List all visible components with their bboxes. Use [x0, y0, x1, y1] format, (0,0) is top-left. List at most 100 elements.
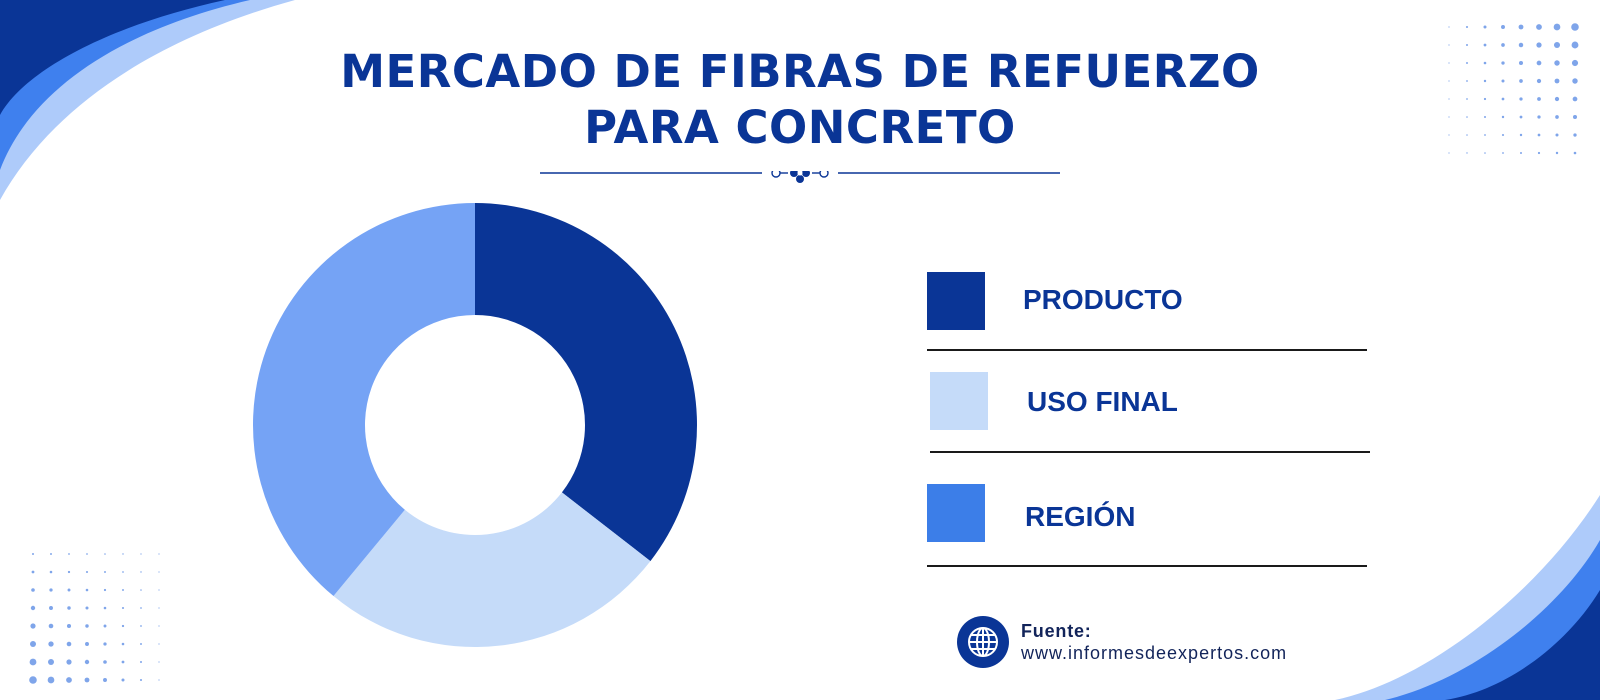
decor-dot — [1466, 134, 1468, 136]
decor-dot — [1484, 152, 1486, 154]
decor-dot — [29, 676, 37, 684]
decor-dot — [1501, 79, 1505, 83]
decor-dot — [1518, 42, 1524, 48]
decor-dot — [67, 606, 71, 610]
decor-dot — [1501, 133, 1505, 137]
decor-dot — [1537, 97, 1541, 101]
decor-dot — [1555, 133, 1559, 137]
decor-dot — [85, 570, 89, 574]
decor-dot — [104, 553, 106, 555]
decor-dot — [1555, 151, 1559, 155]
decor-dot — [140, 589, 142, 591]
decor-dot — [140, 661, 142, 663]
decor-dot — [122, 553, 124, 555]
donut-slice-uso-final — [333, 492, 651, 647]
decor-dot — [1448, 152, 1450, 154]
decor-dot — [1465, 25, 1469, 29]
legend-swatch-region — [927, 484, 985, 542]
decor-dot — [1572, 114, 1578, 120]
legend-divider — [930, 451, 1370, 453]
decor-dot — [1466, 62, 1468, 64]
decor-dot — [158, 625, 160, 627]
decor-dot — [29, 658, 37, 666]
decor-dot — [140, 553, 142, 555]
decor-dot — [48, 641, 54, 647]
legend-label-producto: PRODUCTO — [1023, 284, 1183, 315]
decor-dot — [31, 588, 35, 592]
decor-dot — [1571, 59, 1579, 67]
decor-dot — [85, 606, 89, 610]
decor-dot — [1518, 24, 1524, 30]
decor-dot — [49, 570, 53, 574]
decor-dot — [1518, 60, 1524, 66]
decor-dot — [1519, 97, 1523, 101]
decor-dot — [121, 642, 125, 646]
decor-dot — [1573, 133, 1577, 137]
decor-dot — [158, 553, 160, 555]
decor-dot — [104, 571, 106, 573]
decor-dot — [158, 589, 160, 591]
source-url: www.informesdeexpertos.com — [1021, 643, 1288, 663]
decor-dot — [1536, 24, 1542, 30]
decor-dot — [67, 570, 71, 574]
decor-dot — [140, 625, 142, 627]
decor-dot — [1466, 80, 1468, 82]
chart-title-line-1: MERCADO DE FIBRAS DE REFUERZO — [340, 45, 1260, 98]
decor-dot — [103, 588, 107, 592]
decor-dot — [66, 677, 72, 683]
globe-icon — [957, 616, 1009, 668]
decor-dot — [48, 623, 54, 629]
decor-dot — [158, 679, 160, 681]
decor-dot — [49, 606, 53, 610]
decor-dot — [1553, 23, 1561, 31]
decor-dot — [1537, 133, 1541, 137]
legend-divider — [927, 565, 1367, 567]
decor-dot — [1448, 26, 1450, 28]
decor-dot — [158, 607, 160, 609]
decor-dot — [1572, 96, 1578, 102]
decor-dot — [1571, 23, 1579, 31]
decor-dot — [1519, 133, 1523, 137]
donut-chart — [253, 203, 697, 647]
decor-dot — [1484, 134, 1486, 136]
decor-dot — [1536, 60, 1542, 66]
decor-dot — [121, 624, 125, 628]
decor-dot — [103, 606, 107, 610]
decor-dot — [1501, 97, 1505, 101]
title-divider-ornament — [540, 171, 1060, 183]
decor-dot — [1573, 151, 1577, 155]
decor-dot — [32, 553, 34, 555]
source-label: Fuente: — [1021, 621, 1092, 641]
decor-dot — [1483, 61, 1487, 65]
decor-dot — [1555, 115, 1559, 119]
legend-swatch-uso-final — [930, 372, 988, 430]
decor-dot — [1519, 115, 1523, 119]
decor-dot — [68, 553, 70, 555]
decor-dot — [49, 588, 53, 592]
decor-dot — [50, 553, 52, 555]
top-left-swoosh-dark — [0, 0, 225, 115]
chart-title-line-2: PARA CONCRETO — [584, 101, 1016, 154]
decor-dot — [122, 589, 124, 591]
decor-dot — [122, 571, 124, 573]
decor-dot — [30, 605, 36, 611]
legend-divider — [927, 349, 1367, 351]
decor-dot — [1537, 151, 1541, 155]
decor-dot — [103, 678, 107, 682]
donut-slice-región — [253, 203, 475, 597]
decor-dot — [85, 624, 89, 628]
decor-dot — [1501, 115, 1505, 119]
decor-dot — [1554, 78, 1560, 84]
decor-dot — [1466, 116, 1468, 118]
decor-dot — [140, 607, 142, 609]
decor-dot — [1448, 62, 1450, 64]
decor-dot — [1554, 96, 1560, 102]
decor-dot — [1466, 98, 1468, 100]
donut-slice-producto — [475, 203, 697, 562]
decor-dot — [47, 676, 55, 684]
decor-dot — [1448, 80, 1450, 82]
decor-dot — [1448, 116, 1450, 118]
decor-dot — [1483, 97, 1487, 101]
decor-dot — [1483, 115, 1487, 119]
decor-dot — [1536, 78, 1542, 84]
